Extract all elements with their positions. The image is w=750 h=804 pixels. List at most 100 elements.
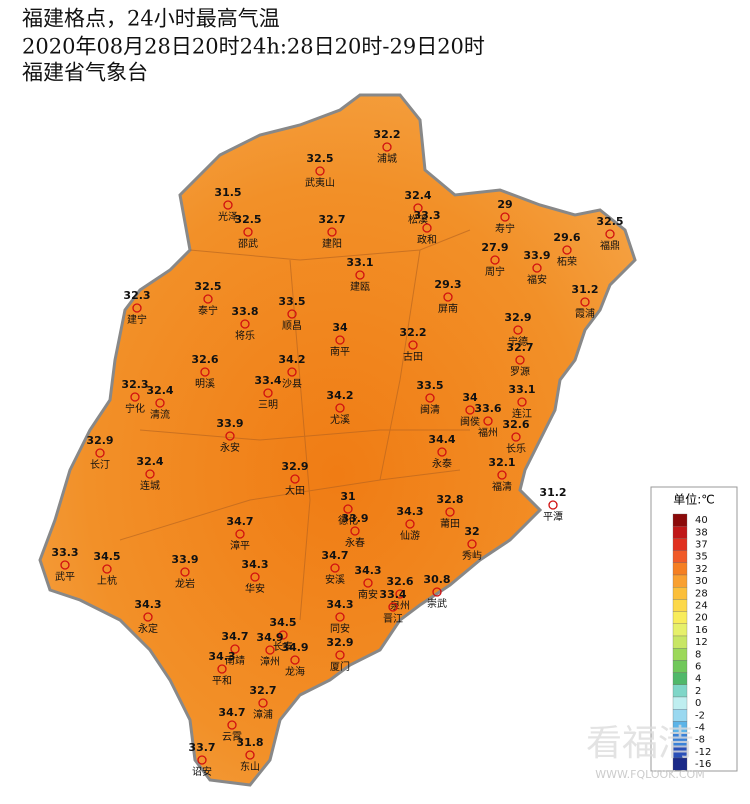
station-name: 同安 bbox=[330, 622, 350, 635]
legend-label: -16 bbox=[695, 759, 711, 770]
legend-label: 28 bbox=[695, 588, 708, 599]
station-marker bbox=[287, 309, 297, 319]
station-name: 建瓯 bbox=[350, 280, 370, 293]
station-marker bbox=[217, 664, 227, 674]
station-value: 32.7 bbox=[249, 684, 276, 697]
station-marker bbox=[258, 698, 268, 708]
station-marker bbox=[363, 578, 373, 588]
station-marker bbox=[388, 602, 398, 612]
station-name: 龙海 bbox=[285, 665, 305, 678]
station-marker bbox=[445, 507, 455, 517]
station-name: 邵武 bbox=[238, 237, 258, 250]
subtitle: 2020年08月28日20时24h:28日20时-29日20时 bbox=[22, 35, 485, 59]
station-marker bbox=[515, 355, 525, 365]
station-marker bbox=[102, 564, 112, 574]
station-name: 漳浦 bbox=[253, 708, 273, 721]
station-marker bbox=[197, 755, 207, 765]
station-value: 33.5 bbox=[416, 379, 443, 392]
station-marker bbox=[437, 447, 447, 457]
station-marker bbox=[143, 612, 153, 622]
station-marker bbox=[497, 470, 507, 480]
province-shape bbox=[38, 93, 637, 787]
station-value: 34.5 bbox=[93, 550, 120, 563]
station-name: 明溪 bbox=[195, 378, 215, 390]
station-marker bbox=[335, 335, 345, 345]
station-marker bbox=[511, 432, 521, 442]
station-value: 32.9 bbox=[504, 311, 531, 324]
station-name: 柘荣 bbox=[557, 255, 577, 268]
station-marker bbox=[130, 392, 140, 402]
station-marker bbox=[580, 297, 590, 307]
station-value: 34.2 bbox=[326, 389, 353, 402]
station-marker bbox=[265, 645, 275, 655]
legend-label: 16 bbox=[695, 625, 708, 636]
station-marker bbox=[513, 325, 523, 335]
station-value: 34.9 bbox=[281, 641, 308, 654]
station-value: 34.3 bbox=[396, 505, 423, 518]
station-marker bbox=[532, 263, 542, 273]
station-name: 厦门 bbox=[330, 660, 350, 673]
legend-swatch bbox=[672, 660, 688, 673]
station-marker bbox=[335, 650, 345, 660]
legend-swatch bbox=[672, 635, 688, 649]
station-name: 武平 bbox=[55, 570, 75, 583]
legend-label: 2 bbox=[695, 686, 701, 697]
station-name: 南平 bbox=[330, 345, 350, 358]
station-value: 32 bbox=[464, 525, 479, 538]
station-value: 34.7 bbox=[226, 515, 253, 528]
legend-swatch bbox=[672, 599, 688, 612]
station-value: 32.3 bbox=[123, 289, 150, 302]
station-value: 34 bbox=[332, 321, 348, 334]
legend-swatch bbox=[672, 648, 688, 661]
station-value: 33.9 bbox=[523, 249, 550, 262]
station-value: 32.2 bbox=[373, 128, 400, 141]
station-value: 31.2 bbox=[539, 486, 566, 499]
station-value: 30.8 bbox=[423, 573, 450, 586]
station-marker bbox=[95, 448, 105, 458]
legend-label: 40 bbox=[695, 515, 708, 526]
station-value: 33.6 bbox=[474, 402, 501, 415]
station-value: 32.2 bbox=[399, 326, 426, 339]
station-name: 云霄 bbox=[222, 731, 242, 743]
station-value: 32.9 bbox=[86, 434, 113, 447]
legend-label: 20 bbox=[695, 613, 708, 624]
station-marker bbox=[330, 563, 340, 573]
legend-label: 35 bbox=[695, 552, 708, 563]
station-value: 34.3 bbox=[354, 564, 381, 577]
legend-swatch bbox=[672, 684, 688, 698]
legend-label: 24 bbox=[695, 601, 708, 612]
station-value: 34.9 bbox=[256, 631, 283, 644]
station-marker bbox=[483, 416, 493, 426]
legend-label: -12 bbox=[695, 747, 711, 758]
legend-label: -2 bbox=[695, 710, 705, 721]
station-marker bbox=[263, 388, 273, 398]
station-marker bbox=[562, 245, 572, 255]
station-name: 大田 bbox=[285, 484, 305, 497]
watermark: 看福清 bbox=[586, 723, 694, 764]
station-marker bbox=[443, 292, 453, 302]
station-marker bbox=[230, 644, 240, 654]
station-marker bbox=[425, 393, 435, 403]
station-marker bbox=[343, 504, 353, 514]
legend-label: 4 bbox=[695, 674, 701, 685]
station-value: 33.8 bbox=[231, 305, 258, 318]
station-value: 33.9 bbox=[171, 553, 198, 566]
station-marker bbox=[490, 255, 500, 265]
station-value: 32.5 bbox=[306, 152, 333, 165]
station-marker bbox=[250, 572, 260, 582]
station-value: 32.7 bbox=[506, 341, 533, 354]
station-marker bbox=[287, 367, 297, 377]
station-value: 34.7 bbox=[321, 549, 348, 562]
legend-label: 30 bbox=[695, 576, 708, 587]
legend-label: -4 bbox=[695, 723, 705, 734]
station-name: 周宁 bbox=[485, 265, 505, 278]
station-name: 莆田 bbox=[440, 517, 460, 530]
station-marker bbox=[240, 319, 250, 329]
legend-swatch bbox=[672, 562, 688, 576]
station-name: 平和 bbox=[212, 675, 232, 687]
legend-title: 单位:℃ bbox=[673, 492, 715, 507]
station-marker bbox=[155, 398, 165, 408]
station-marker bbox=[203, 294, 213, 304]
